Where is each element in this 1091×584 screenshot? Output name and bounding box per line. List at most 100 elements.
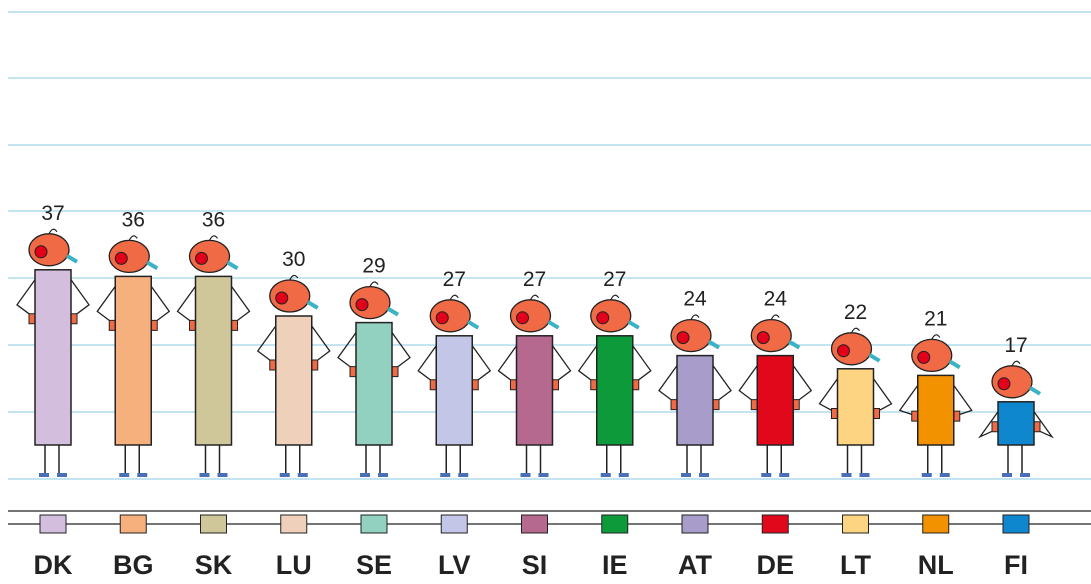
category-label: DK	[34, 550, 73, 580]
nose	[838, 345, 850, 357]
category-label: DE	[756, 550, 794, 580]
value-label: 36	[122, 208, 145, 231]
legend-swatch	[682, 515, 708, 533]
hair	[932, 335, 940, 340]
legs	[687, 445, 701, 475]
bar	[597, 336, 633, 445]
pacifier	[67, 256, 77, 262]
pacifier	[709, 342, 719, 348]
pacifier	[789, 342, 799, 348]
nose	[276, 292, 288, 304]
pacifier	[308, 302, 318, 308]
pacifier	[147, 262, 157, 268]
legs	[125, 445, 139, 475]
pacifier	[870, 355, 880, 361]
bar	[436, 336, 472, 445]
pacifier	[549, 322, 559, 328]
bar	[757, 356, 793, 445]
nose	[998, 378, 1010, 390]
legend-swatch	[762, 515, 788, 533]
nose	[35, 246, 47, 258]
legs	[848, 445, 862, 475]
nose	[677, 332, 689, 344]
value-label: 29	[362, 255, 385, 278]
hair	[129, 236, 137, 241]
legs	[767, 445, 781, 475]
value-label: 27	[523, 268, 546, 291]
hair	[450, 295, 458, 300]
value-label: 17	[1004, 334, 1027, 357]
category-label: SI	[522, 550, 548, 580]
value-label: 36	[202, 208, 225, 231]
bar	[356, 323, 392, 445]
chart: 37DK36BG36SK30LU29SE27LV27SI27IE24AT24DE…	[0, 0, 1091, 584]
category-label: LV	[438, 550, 471, 580]
legend-swatch	[602, 515, 628, 533]
value-label: 27	[443, 268, 466, 291]
bar	[998, 402, 1034, 445]
pacifier	[1030, 388, 1040, 394]
nose	[517, 312, 529, 324]
nose	[115, 252, 127, 264]
legend-swatch	[522, 515, 548, 533]
legend-swatch	[201, 515, 227, 533]
pacifier	[950, 361, 960, 367]
category-label: NL	[918, 550, 954, 580]
value-label: 30	[282, 248, 305, 271]
bar	[517, 336, 553, 445]
hair	[49, 229, 57, 234]
legend-swatch	[120, 515, 146, 533]
nose	[196, 252, 208, 264]
bar	[35, 270, 71, 445]
bar	[196, 276, 232, 445]
category-label: LU	[276, 550, 312, 580]
legend-swatch	[441, 515, 467, 533]
category-label: LT	[840, 550, 871, 580]
pacifier	[388, 309, 398, 315]
value-label: 24	[764, 288, 788, 311]
category-label: AT	[678, 550, 712, 580]
category-label: SK	[195, 550, 233, 580]
legs	[607, 445, 621, 475]
legend-swatch	[361, 515, 387, 533]
hair	[691, 315, 699, 320]
pacifier	[629, 322, 639, 328]
value-label: 37	[41, 202, 64, 225]
category-label: IE	[602, 550, 628, 580]
hair	[771, 315, 779, 320]
legs	[446, 445, 460, 475]
nose	[436, 312, 448, 324]
hair	[611, 295, 619, 300]
bar	[276, 316, 312, 445]
nose	[356, 299, 368, 311]
legs	[286, 445, 300, 475]
legend-swatch	[1003, 515, 1029, 533]
nose	[757, 332, 769, 344]
hair	[370, 282, 378, 287]
nose	[597, 312, 609, 324]
legs	[366, 445, 380, 475]
value-label: 22	[844, 301, 867, 324]
legs	[206, 445, 220, 475]
legend-swatch	[281, 515, 307, 533]
pacifier	[468, 322, 478, 328]
legend-swatch	[923, 515, 949, 533]
legs	[1008, 445, 1022, 475]
hair	[531, 295, 539, 300]
value-label: 24	[683, 288, 707, 311]
hair	[852, 328, 860, 333]
value-label: 21	[924, 307, 947, 330]
bar	[918, 375, 954, 445]
bar	[115, 276, 151, 445]
hair	[210, 236, 218, 241]
legs	[928, 445, 942, 475]
value-label: 27	[603, 268, 626, 291]
legs	[527, 445, 541, 475]
hair	[1012, 361, 1020, 366]
bar	[838, 369, 874, 445]
nose	[918, 351, 930, 363]
legs	[45, 445, 59, 475]
category-label: FI	[1004, 550, 1028, 580]
legend-swatch	[40, 515, 66, 533]
pacifier	[228, 262, 238, 268]
